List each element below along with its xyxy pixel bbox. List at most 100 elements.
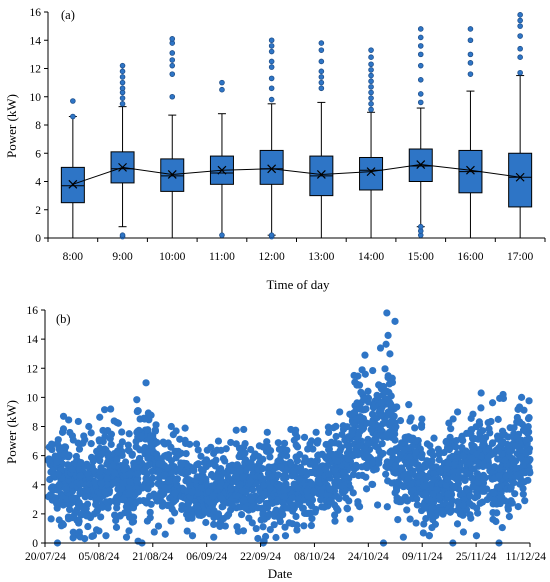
data-point [59,412,68,420]
data-point [160,471,169,479]
data-point [472,423,480,431]
mean-marker [68,179,78,189]
data-point [190,467,198,475]
outlier-point [219,232,225,238]
data-point [494,415,502,423]
data-point [277,463,285,471]
data-point [312,505,320,513]
data-point [217,479,225,487]
data-point [314,451,322,459]
data-point [453,408,462,416]
data-point [507,484,515,493]
data-point [81,493,89,501]
data-point [307,521,316,530]
box-12:00 [259,37,284,240]
outlier-point [368,89,374,96]
data-point [445,419,453,427]
data-point [175,450,183,459]
data-point [55,481,63,489]
data-point [84,522,92,531]
data-point [343,505,352,513]
data-point [396,416,405,425]
panel-a-x-tick-label: 10:00 [159,251,185,263]
data-point [283,504,291,512]
data-point [259,523,267,531]
data-point [184,505,193,513]
data-point [240,496,248,504]
data-point [153,438,161,447]
data-point [381,365,389,373]
data-point [236,450,244,458]
data-point [103,474,111,482]
data-point [393,497,401,505]
data-point [318,503,326,511]
data-point [373,501,382,509]
data-point [353,381,361,389]
data-point [136,497,144,505]
data-point [326,485,334,493]
data-point [409,459,417,467]
data-point [495,484,503,492]
data-point [240,425,248,434]
data-point [449,452,457,460]
data-point [83,512,91,520]
panel-a-y-tick-label: 14 [30,35,42,47]
mean-marker [416,160,426,169]
mean-marker [515,172,525,182]
data-point [83,470,92,478]
data-point [373,391,381,399]
data-point [384,477,392,485]
data-point [525,467,533,475]
outlier-point [268,37,275,44]
panel-b-label: (b) [56,312,71,326]
data-point [369,404,378,412]
data-point [489,515,497,523]
data-point [376,344,385,352]
panel-a-x-tick-label: 16:00 [457,251,483,263]
data-point [495,464,503,473]
data-point [148,467,156,476]
data-point [158,502,167,510]
outlier-point [268,232,275,238]
data-point [276,517,284,526]
panel-b-x-tick-label: 09/11/24 [402,551,443,563]
data-point [280,439,289,447]
data-point [202,518,210,527]
data-point [266,526,274,534]
panel-a-x-tick-label: 14:00 [358,251,384,263]
data-point [314,437,322,445]
data-point [193,489,202,497]
outlier-point [169,50,176,56]
data-point [260,481,268,490]
data-point [114,419,123,427]
point-group [300,428,332,530]
data-point [96,468,104,476]
data-point [197,452,205,460]
data-point [362,461,370,469]
mean-marker [118,162,127,172]
panel-b-x-tick-label: 11/12/24 [506,551,547,563]
data-point [454,468,463,476]
data-point [206,498,214,506]
data-point [90,510,99,518]
outlier-point [517,45,523,52]
data-point [393,403,401,411]
data-point [198,474,206,482]
data-point [142,499,150,507]
point-group [442,408,473,547]
data-point [146,514,154,522]
data-point [304,492,312,500]
panel-a-x-tick-label: 15:00 [408,251,434,263]
data-point [275,445,284,453]
data-point [69,534,77,542]
data-point [428,523,436,532]
data-point [75,517,83,525]
data-point [412,519,420,527]
data-point [336,408,344,416]
data-point [125,470,134,478]
data-point [312,428,320,436]
data-point [210,520,218,528]
data-point [350,409,358,417]
point-group [348,351,382,511]
data-point [92,500,100,509]
